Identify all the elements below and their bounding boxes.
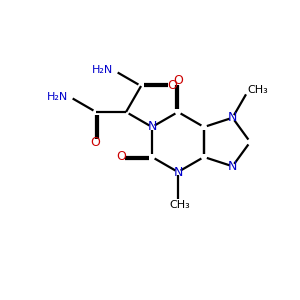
Text: N: N [147,121,157,134]
Text: O: O [173,74,183,88]
Text: N: N [228,160,237,173]
Text: O: O [116,151,126,164]
Text: CH₃: CH₃ [247,85,268,95]
Text: N: N [173,166,183,178]
Text: O: O [167,79,177,92]
Text: H₂N: H₂N [47,92,68,102]
Text: H₂N: H₂N [92,65,113,75]
Text: CH₃: CH₃ [169,200,190,210]
Text: N: N [228,111,237,124]
Text: O: O [90,136,100,149]
